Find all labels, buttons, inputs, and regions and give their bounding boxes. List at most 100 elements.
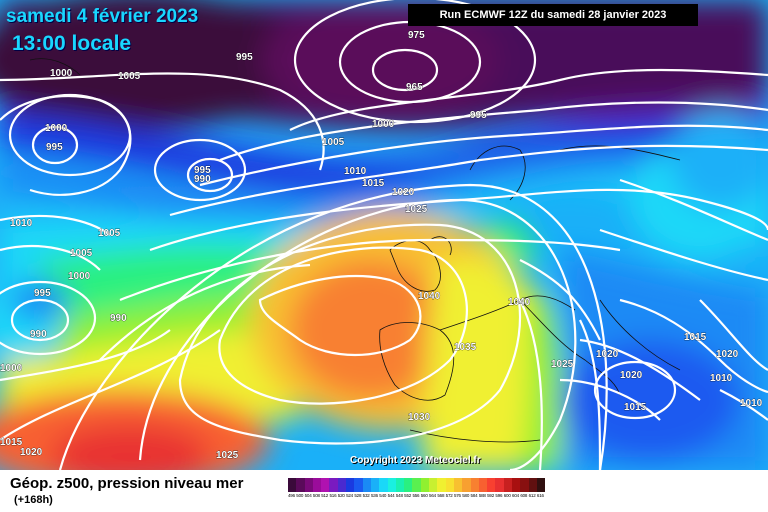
scale-cell: 548 (395, 478, 405, 498)
isobar-label: 1015 (362, 178, 385, 189)
scale-cell: 600 (503, 478, 513, 498)
map-caption: Géop. z500, pression niveau mer (10, 475, 244, 492)
isobar-label: 990 (30, 329, 47, 340)
scale-label: 532 (362, 493, 370, 498)
isobar-label: 1040 (508, 297, 531, 308)
scale-cell: 576 (453, 478, 463, 498)
isobar-label: 1035 (454, 342, 477, 353)
scale-cell: 544 (387, 478, 396, 498)
copyright: Copyright 2023 Meteociel.fr (350, 455, 481, 466)
lead-time: (+168h) (14, 494, 53, 506)
isobar-label: 1005 (70, 248, 93, 259)
scale-cell: 568 (437, 478, 446, 498)
isobar-label: 1020 (392, 187, 415, 198)
scale-label: 508 (312, 493, 320, 498)
isobar-label: 1025 (551, 359, 574, 370)
scale-cell: 536 (370, 478, 380, 498)
scale-label: 544 (387, 493, 395, 498)
scale-label: 600 (503, 493, 511, 498)
isobar-label: 975 (408, 30, 425, 41)
isobar-label: 1000 (50, 68, 73, 79)
scale-cell: 596 (495, 478, 504, 498)
scale-cell: 512 (321, 478, 330, 498)
scale-label: 568 (437, 493, 445, 498)
scale-label: 520 (337, 493, 345, 498)
scale-label: 500 (296, 493, 304, 498)
isobars (0, 0, 768, 470)
scale-label: 512 (321, 493, 329, 498)
isobar-label: 1010 (344, 166, 367, 177)
isobar-label: 1005 (98, 228, 121, 239)
isobar-label: 1005 (118, 71, 141, 82)
map-footer: Géop. z500, pression niveau mer (+168h) … (0, 470, 768, 512)
scale-label: 524 (346, 493, 353, 498)
isobar-label: 1005 (322, 137, 345, 148)
isobar-label: 1015 (684, 332, 707, 343)
isobar-label: 1010 (710, 373, 733, 384)
isobar-label: 1025 (405, 204, 428, 215)
scale-label: 572 (445, 493, 453, 498)
isobar-label: 1020 (20, 447, 43, 458)
isobar-label: 1040 (418, 291, 441, 302)
isobar-label: 1000 (45, 123, 68, 134)
scale-cell: 572 (445, 478, 454, 498)
scale-label: 540 (379, 493, 387, 498)
scale-cell: 540 (379, 478, 388, 498)
scale-label: 616 (536, 493, 544, 498)
isobar-label: 990 (194, 174, 211, 185)
scale-cell: 532 (362, 478, 371, 498)
scale-cell: 612 (528, 478, 537, 498)
scale-label: 564 (429, 493, 436, 498)
scale-cell: 556 (412, 478, 421, 498)
scale-label: 496 (288, 493, 295, 498)
isobar-label: 1000 (68, 271, 91, 282)
scale-cell: 608 (520, 478, 529, 498)
isobar-label: 1010 (740, 398, 763, 409)
weather-map: 9759659951005100010009951000995100599599… (0, 0, 768, 470)
isobar-label: 995 (194, 165, 211, 176)
scale-cell: 504 (304, 478, 313, 498)
isobar-label: 995 (46, 142, 63, 153)
scale-label: 592 (487, 493, 495, 498)
scale-label: 588 (478, 493, 486, 498)
scale-label: 604 (512, 493, 519, 498)
scale-label: 548 (395, 493, 403, 498)
isobar-label: 1015 (0, 437, 23, 448)
scale-label: 504 (304, 493, 312, 498)
pressure-labels: 9759659951005100010009951000995100599599… (0, 30, 763, 462)
isobar-label: 1020 (596, 349, 619, 360)
isobar-label: 995 (470, 110, 487, 121)
scale-label: 516 (329, 493, 337, 498)
scale-label: 584 (470, 493, 478, 498)
isobar-label: 995 (34, 288, 51, 299)
scale-cell: 496 (288, 478, 297, 498)
isobar-label: 1025 (216, 450, 239, 461)
scale-label: 608 (520, 493, 528, 498)
scale-label: 552 (404, 493, 412, 498)
scale-cell: 560 (420, 478, 430, 498)
scale-cell: 508 (312, 478, 322, 498)
scale-label: 536 (370, 493, 378, 498)
scale-cell: 592 (487, 478, 496, 498)
scale-cell: 564 (429, 478, 438, 498)
scale-label: 580 (462, 493, 470, 498)
scale-cell: 604 (512, 478, 521, 498)
scale-cell: 580 (462, 478, 471, 498)
isobar-label: 1000 (372, 119, 395, 130)
isobar-label: 1020 (716, 349, 739, 360)
scale-cell: 520 (337, 478, 347, 498)
isobar-label: 1010 (10, 218, 33, 229)
scale-cell: 516 (329, 478, 338, 498)
scale-label: 560 (420, 493, 428, 498)
scale-label: 528 (354, 493, 362, 498)
isobar-label: 1015 (624, 402, 647, 413)
scale-label: 576 (453, 493, 461, 498)
scale-cell: 588 (478, 478, 488, 498)
isobar-label: 1000 (0, 363, 23, 374)
scale-cell: 584 (470, 478, 479, 498)
isobar-label: 1020 (620, 370, 643, 381)
isobar-label: 965 (406, 82, 423, 93)
run-info: Run ECMWF 12Z du samedi 28 janvier 2023 (408, 4, 698, 26)
scale-cell: 500 (296, 478, 305, 498)
forecast-time: 13:00 locale (12, 32, 132, 55)
